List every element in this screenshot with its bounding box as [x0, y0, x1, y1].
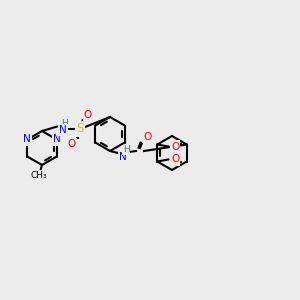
Text: N: N: [23, 134, 31, 145]
Text: N: N: [119, 152, 127, 162]
Text: O: O: [171, 142, 179, 152]
Text: N: N: [59, 125, 67, 135]
Text: O: O: [171, 154, 179, 164]
Text: O: O: [84, 110, 92, 120]
Text: O: O: [143, 132, 151, 142]
Text: O: O: [67, 139, 75, 149]
Text: H: H: [123, 146, 129, 154]
Text: H: H: [61, 119, 68, 128]
Text: CH₃: CH₃: [31, 170, 47, 179]
Text: S: S: [76, 122, 84, 136]
Text: N: N: [53, 134, 61, 145]
